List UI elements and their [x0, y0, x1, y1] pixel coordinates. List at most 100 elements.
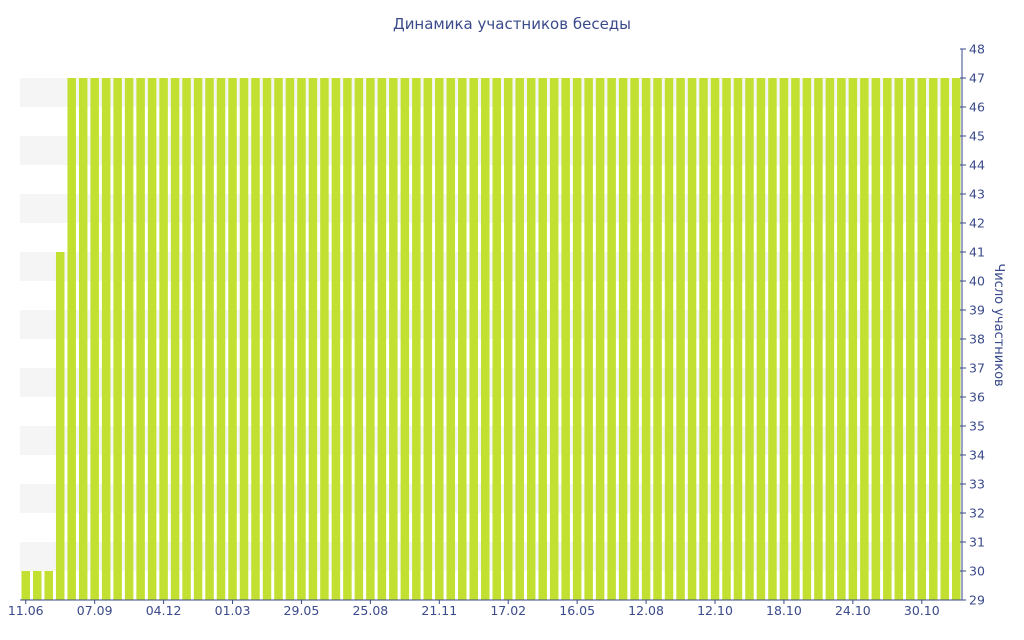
bar[interactable] [469, 78, 479, 600]
y-tick-label: 43 [969, 187, 985, 202]
y-axis: 29 30 31 32 33 34 35 36 37 38 39 40 41 42 43 44 45 46 47 48 [960, 42, 985, 608]
bar[interactable] [664, 78, 674, 600]
bar[interactable] [285, 78, 295, 600]
bar[interactable] [538, 78, 547, 600]
bar[interactable] [630, 78, 639, 600]
bar[interactable] [147, 78, 157, 600]
bar[interactable] [733, 78, 743, 600]
x-tick-label: 29.05 [284, 603, 320, 618]
bar[interactable] [389, 78, 398, 600]
y-tick-label: 30 [969, 564, 985, 579]
x-tick-label: 30.10 [904, 603, 940, 618]
bar[interactable] [618, 78, 628, 600]
bar[interactable] [710, 78, 720, 600]
bars [21, 78, 961, 600]
bar[interactable] [308, 78, 318, 600]
bar[interactable] [182, 78, 191, 600]
bar[interactable] [607, 78, 616, 600]
bar[interactable] [297, 78, 306, 600]
bar[interactable] [331, 78, 341, 600]
y-tick-label: 31 [969, 535, 985, 550]
bar[interactable] [101, 78, 111, 600]
bar[interactable] [676, 78, 685, 600]
bar[interactable] [802, 78, 812, 600]
y-tick-label: 34 [969, 448, 985, 463]
bar[interactable] [354, 78, 364, 600]
chart-title: Динамика участников беседы [393, 15, 631, 33]
bar[interactable] [584, 78, 593, 600]
bar[interactable] [503, 78, 513, 600]
bar[interactable] [205, 78, 214, 600]
bar[interactable] [745, 78, 754, 600]
bar[interactable] [837, 78, 846, 600]
bar[interactable] [78, 78, 88, 600]
y-tick-label: 42 [969, 216, 985, 231]
bar[interactable] [274, 78, 283, 600]
bar[interactable] [124, 78, 134, 600]
bar[interactable] [768, 78, 777, 600]
bar[interactable] [32, 571, 42, 600]
bar[interactable] [641, 78, 651, 600]
bar[interactable] [653, 78, 662, 600]
bar[interactable] [377, 78, 387, 600]
x-tick-label: 12.10 [697, 603, 733, 618]
bar[interactable] [170, 78, 180, 600]
x-tick-label: 24.10 [835, 603, 871, 618]
bar[interactable] [756, 78, 766, 600]
bar[interactable] [791, 78, 800, 600]
bar[interactable] [423, 78, 433, 600]
bar[interactable] [940, 78, 950, 600]
bar[interactable] [343, 78, 352, 600]
bar[interactable] [90, 78, 99, 600]
bar[interactable] [113, 78, 122, 600]
bar[interactable] [159, 78, 168, 600]
bar[interactable] [515, 78, 524, 600]
bar[interactable] [687, 78, 697, 600]
bar[interactable] [699, 78, 708, 600]
bar[interactable] [67, 78, 76, 600]
bar[interactable] [458, 78, 467, 600]
y-tick-label: 29 [969, 593, 985, 608]
bar[interactable] [848, 78, 858, 600]
x-tick-label: 17.02 [490, 603, 526, 618]
bar[interactable] [239, 78, 249, 600]
bar[interactable] [44, 571, 53, 600]
bar[interactable] [572, 78, 582, 600]
bar[interactable] [952, 78, 961, 600]
bar[interactable] [262, 78, 272, 600]
bar[interactable] [446, 78, 456, 600]
bar[interactable] [320, 78, 329, 600]
bar[interactable] [722, 78, 731, 600]
bar[interactable] [883, 78, 892, 600]
y-tick-label: 38 [969, 332, 985, 347]
x-tick-label: 16.05 [559, 603, 595, 618]
bar[interactable] [825, 78, 835, 600]
bar[interactable] [481, 78, 490, 600]
bar[interactable] [906, 78, 915, 600]
bar[interactable] [136, 78, 145, 600]
bar[interactable] [894, 78, 904, 600]
bar[interactable] [21, 571, 30, 600]
bar[interactable] [193, 78, 203, 600]
bar[interactable] [435, 78, 444, 600]
bar[interactable] [412, 78, 421, 600]
bar[interactable] [814, 78, 823, 600]
bar[interactable] [492, 78, 501, 600]
bar[interactable] [561, 78, 570, 600]
bar[interactable] [228, 78, 237, 600]
bar[interactable] [526, 78, 536, 600]
x-tick-label: 11.06 [8, 603, 44, 618]
bar[interactable] [779, 78, 789, 600]
bar[interactable] [595, 78, 605, 600]
bar[interactable] [871, 78, 881, 600]
bar[interactable] [549, 78, 559, 600]
bar[interactable] [366, 78, 375, 600]
bar[interactable] [917, 78, 927, 600]
bar[interactable] [216, 78, 226, 600]
bar[interactable] [251, 78, 260, 600]
x-tick-label: 21.11 [421, 603, 457, 618]
bar[interactable] [929, 78, 938, 600]
bar[interactable] [860, 78, 869, 600]
bar[interactable] [55, 252, 65, 600]
bar[interactable] [400, 78, 410, 600]
